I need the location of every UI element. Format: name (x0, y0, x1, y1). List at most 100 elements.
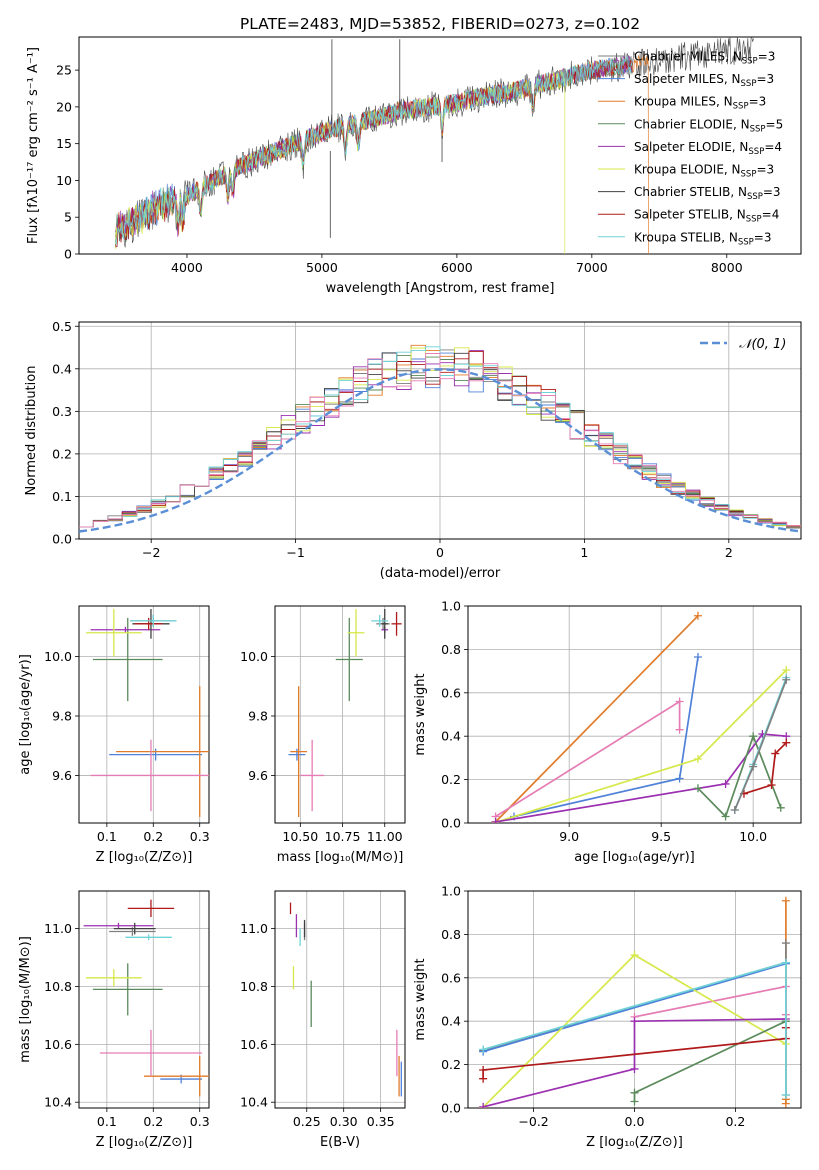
y-tick-label: 0.4 (441, 1014, 461, 1029)
age_vs_mass-points (288, 608, 402, 818)
y-tick-label: 15 (56, 136, 72, 151)
histograms (79, 344, 801, 533)
x-axis-label: Z [log₁₀(Z/Z⊙)] (96, 1135, 193, 1150)
weight-line (633, 1020, 787, 1102)
legend-label: Salpeter STELIB, NSSP=4 (634, 208, 779, 225)
error-bar-point (116, 686, 209, 818)
x-axis-label: E(B-V) (320, 1135, 360, 1150)
x-axis-label: Z [log₁₀(Z/Z⊙)] (96, 850, 193, 865)
weight_vs_Z-panel: −0.2 0.0 0.2 0.0 0.2 0.4 0.6 0.8 1.0 Z [log₁₀(Z/Z… (413, 884, 802, 1150)
y-tick-label: 20 (56, 99, 72, 114)
weight-marker (721, 779, 730, 788)
error-bar-point (347, 608, 365, 657)
x-tick-label: 0.2 (143, 829, 163, 844)
x-tick-label: 0.1 (97, 829, 117, 844)
legend-label: Kroupa STELIB, NSSP=3 (634, 230, 772, 247)
error-bar-point (109, 748, 203, 761)
axes-frame (78, 321, 802, 540)
error-bar-point (90, 626, 161, 633)
x-tick-label: 10.75 (325, 829, 361, 844)
y-tick-label: 10.6 (44, 1037, 72, 1052)
y-tick-label: 0.0 (441, 1101, 461, 1116)
x-tick-label: 0.3 (190, 1114, 210, 1129)
axes-frame (78, 890, 210, 1109)
y-tick-label: 0.4 (441, 729, 461, 744)
y-tick-label: 0.5 (52, 319, 72, 334)
weight-marker (675, 697, 684, 706)
weight_vs_Z-series (479, 896, 790, 1108)
legend-label: Kroupa MILES, NSSP=3 (634, 95, 766, 112)
mass_vs_ebv-panel: 0.25 0.30 0.35 10.4 10.6 10.8 11.0 E(B-V) (240, 890, 406, 1150)
y-tick-label: 9.8 (248, 708, 268, 723)
y-tick-label: 10.4 (240, 1095, 268, 1110)
y-tick-label: 0.0 (52, 532, 72, 547)
y-tick-label: 10.8 (240, 979, 268, 994)
weight-marker (782, 666, 791, 675)
age_vs_Z-points (85, 608, 209, 818)
x-tick-label: 5000 (306, 260, 338, 275)
x-tick-label: 9.5 (651, 829, 671, 844)
weight-marker (479, 1066, 488, 1075)
weight-line (494, 615, 699, 823)
weight-marker (491, 817, 500, 823)
y-tick-label: 0.1 (52, 489, 72, 504)
error-bar-point (381, 608, 389, 639)
weight-line (482, 962, 787, 1053)
y-axis-label: mass weight (413, 673, 428, 755)
weight-marker (693, 754, 702, 763)
x-tick-label: 0.35 (367, 1114, 395, 1129)
error-bar-point (144, 1055, 209, 1097)
y-tick-label: 0.8 (441, 927, 461, 942)
weight-marker (782, 738, 791, 747)
weight-marker (781, 958, 790, 967)
error-bar-point (113, 922, 156, 935)
weight-marker (630, 951, 639, 960)
y-tick-label: 10 (56, 173, 72, 188)
y-tick-label: 5 (64, 210, 72, 225)
error-bar-point (288, 748, 306, 761)
weight_vs_age-panel: 9.0 9.5 10.0 0.0 0.2 0.4 0.6 0.8 1.0 age [log₁₀(a… (413, 599, 802, 865)
spectrum-lines (115, 37, 754, 254)
y-tick-label: 11.0 (44, 921, 72, 936)
y-tick-label: 0.0 (441, 816, 461, 831)
weight-marker (781, 939, 790, 948)
weight-line (482, 1018, 786, 1108)
x-tick-label: 11.00 (367, 829, 403, 844)
error-bar-point (300, 739, 324, 812)
weight-marker (781, 1099, 790, 1108)
weight-marker (675, 725, 684, 734)
x-tick-label: −1 (286, 545, 304, 560)
error-bar-point (125, 934, 172, 941)
error-bar-point (290, 686, 308, 818)
x-tick-label: 10.0 (739, 829, 767, 844)
legend-label: Chabrier ELODIE, NSSP=5 (634, 117, 783, 134)
spectrum-panel: 4000 5000 6000 7000 8000 0 5 10 15 20 25 wavelength… (26, 36, 802, 296)
weight-marker (749, 762, 758, 771)
x-tick-label: 6000 (441, 260, 473, 275)
mass_vs_ebv-points (289, 902, 402, 1097)
y-tick-label: 0.3 (52, 404, 72, 419)
weight-marker (781, 896, 790, 905)
weight-line (495, 733, 787, 823)
y-tick-label: 0.4 (52, 361, 72, 376)
y-axis-label: mass [log₁₀(M/M⊙)] (18, 936, 33, 1063)
y-tick-label: 0.6 (441, 970, 461, 985)
y-tick-label: 9.6 (52, 768, 72, 783)
x-axis-label: Z [log₁₀(Z/Z⊙)] (586, 1135, 683, 1150)
weight-marker (782, 675, 791, 684)
axes-frame (467, 890, 802, 1109)
error-bar-point (85, 608, 142, 657)
weight-marker (767, 781, 776, 790)
histogram-step (79, 353, 801, 528)
error-bar-point (335, 617, 363, 702)
legend-label: Kroupa ELODIE, NSSP=3 (634, 163, 774, 180)
residuals-panel: −2 −1 0 1 2 0.0 0.1 0.2 0.3 0.4 0.5 (data-model)/er… (24, 319, 802, 581)
y-axis-label: mass weight (413, 958, 428, 1040)
weight-line (743, 742, 787, 795)
legend-label: Salpeter ELODIE, NSSP=4 (634, 140, 782, 157)
y-tick-label: 0.2 (441, 772, 461, 787)
error-bar-point (134, 617, 163, 630)
error-bar-point (92, 963, 163, 1016)
weight-line (697, 733, 782, 819)
y-tick-label: 25 (56, 63, 72, 78)
